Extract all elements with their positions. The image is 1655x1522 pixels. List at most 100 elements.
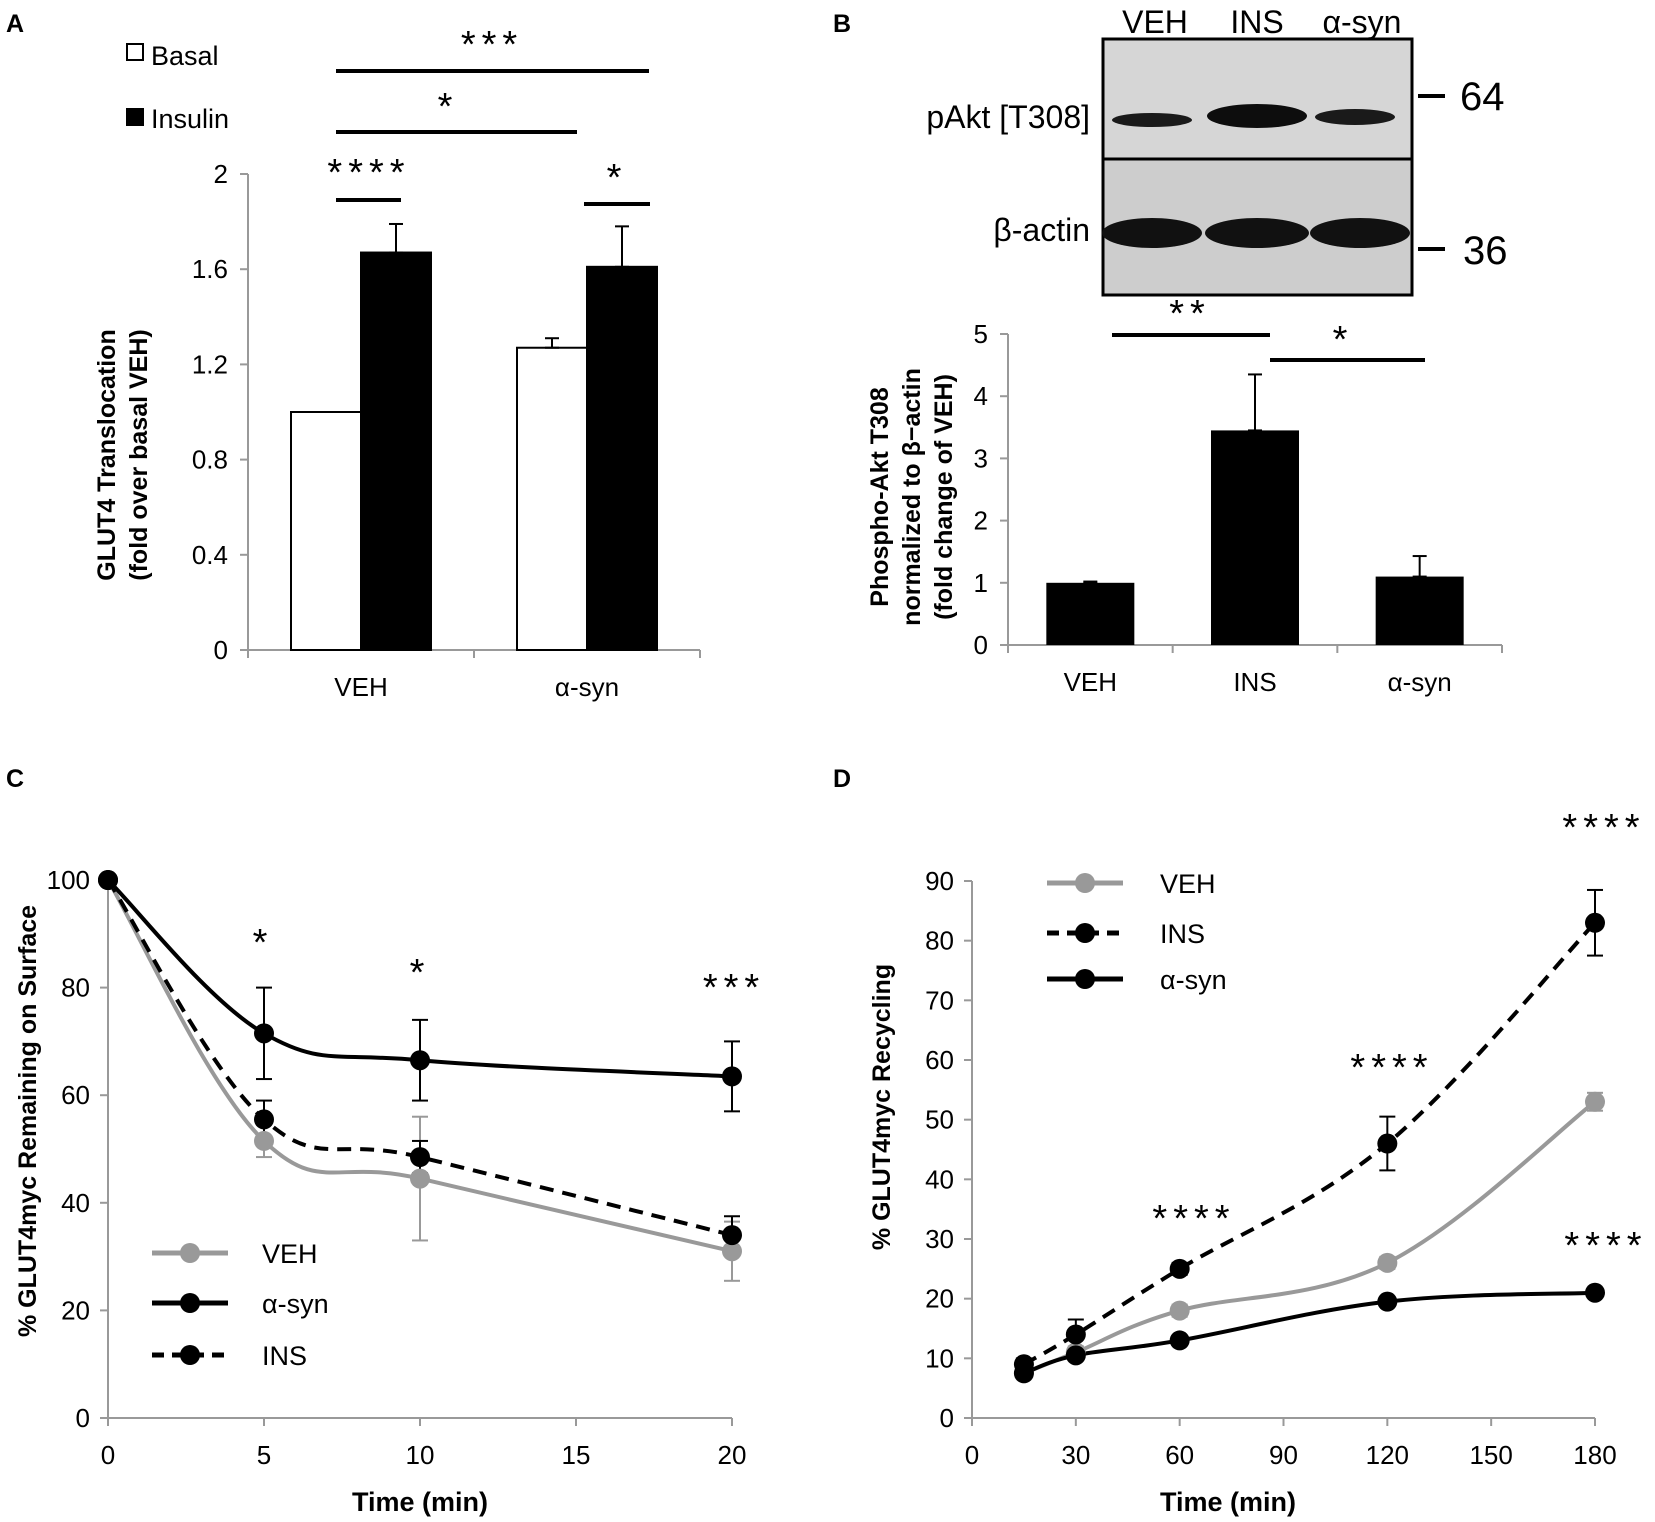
panel-b-plot: 0 1 2 3 4 5 VEH INS α-syn — [974, 319, 1503, 697]
y-tick-label: 1 — [974, 568, 988, 598]
y-tick-label: 0 — [214, 635, 228, 665]
panel-a: A Basal Insulin *** * **** * GLUT4 Trans… — [6, 10, 701, 702]
legend-marker-ins — [180, 1345, 200, 1365]
x-tick-label-a-syn: α-syn — [555, 672, 619, 702]
point-a-syn-5 — [254, 1023, 274, 1044]
panel-c-legend: VEH α-syn INS — [152, 1239, 329, 1371]
mw-marker-64: 64 — [1460, 75, 1505, 119]
panel-a-plot: 0 0.4 0.8 1.2 1.6 2 VEH α-syn — [192, 159, 701, 702]
panel-b-letter: B — [833, 10, 851, 38]
blot-band-pakt-asyn — [1315, 109, 1395, 125]
legend-label-basal: Basal — [151, 41, 219, 71]
panel-d-letter: D — [833, 765, 851, 793]
x-tick-label: 60 — [1165, 1440, 1194, 1470]
x-tick-label-veh: VEH — [334, 672, 387, 702]
blot-band-actin-ins — [1205, 218, 1309, 248]
y-tick-label: 20 — [61, 1295, 90, 1325]
panel-b-ylabel-line3: (fold change of VEH) — [930, 374, 958, 620]
point-ins-20 — [722, 1225, 742, 1246]
significance-annotation-2: * — [410, 952, 431, 994]
series-line-ins — [106, 878, 733, 1238]
point-ins-30 — [1065, 1324, 1086, 1345]
significance-annotation-1: * — [253, 922, 274, 964]
y-tick-label: 2 — [974, 506, 988, 536]
bar-basal-a-syn — [516, 346, 588, 651]
point-a-syn-120 — [1377, 1291, 1398, 1312]
legend-swatch-insulin — [126, 108, 144, 126]
point-a-syn-60 — [1169, 1330, 1190, 1351]
y-tick-label: 40 — [61, 1188, 90, 1218]
bar-veh — [1046, 582, 1135, 645]
point-veh-180 — [1585, 1091, 1605, 1112]
x-tick-label-veh: VEH — [1064, 667, 1117, 697]
panel-c-xlabel: Time (min) — [352, 1487, 488, 1517]
blot-row-label-pakt: pAkt [T308] — [926, 99, 1090, 135]
y-tick-label: 50 — [925, 1105, 954, 1135]
point-ins-0 — [98, 870, 118, 890]
y-tick-label: 3 — [974, 443, 988, 473]
sig-label-asyn: * — [607, 157, 628, 199]
y-tick-label: 60 — [925, 1045, 954, 1075]
panel-d-plot: 0 10 20 30 40 50 60 70 80 90 0 30 60 90 120 150 180 **** *… — [925, 807, 1647, 1470]
legend-swatch-basal — [126, 43, 144, 61]
y-tick-label: 0.4 — [192, 540, 228, 570]
panel-d-legend: VEH INS α-syn — [1047, 869, 1227, 995]
point-ins-60 — [1169, 1258, 1190, 1279]
series-line-a-syn — [106, 878, 733, 1079]
blot-band-pakt-veh — [1112, 113, 1192, 127]
legend-label-ins: INS — [262, 1341, 307, 1371]
legend-label-ins: INS — [1160, 919, 1205, 949]
significance-annotation-1: **** — [1152, 1198, 1235, 1240]
y-tick-label: 4 — [974, 381, 988, 411]
point-ins-5 — [254, 1109, 274, 1130]
panel-a-legend: Basal Insulin — [126, 41, 229, 134]
x-tick-label: 20 — [718, 1440, 747, 1470]
panel-b-ylabel-line1: Phospho-Akt T308 — [866, 387, 894, 607]
series-line-a-syn — [1023, 1290, 1596, 1376]
panel-a-ylabel-line1: GLUT4 Translocation — [93, 329, 121, 580]
significance-annotation-4: **** — [1564, 1225, 1647, 1267]
point-ins-180 — [1585, 912, 1605, 933]
point-veh-20 — [722, 1241, 742, 1262]
panel-d: D % GLUT4myc Recycling Time (min) 0 10 20 3… — [833, 765, 1647, 1517]
point-veh-60 — [1169, 1300, 1190, 1321]
x-tick-label: 0 — [101, 1440, 115, 1470]
panel-c-letter: C — [6, 765, 24, 793]
x-tick-label: 10 — [406, 1440, 435, 1470]
point-veh-5 — [254, 1130, 274, 1151]
x-tick-label-a-syn: α-syn — [1388, 667, 1452, 697]
y-tick-label: 1.2 — [192, 349, 228, 379]
y-tick-label: 80 — [61, 973, 90, 1003]
significance-annotation-3: *** — [703, 967, 765, 1009]
y-tick-label: 1.6 — [192, 254, 228, 284]
point-ins-10 — [410, 1147, 430, 1168]
significance-annotation-3: **** — [1562, 807, 1645, 849]
y-tick-label: 60 — [61, 1080, 90, 1110]
series-line-veh — [106, 878, 733, 1254]
series-line-ins — [1022, 921, 1597, 1367]
y-tick-label: 20 — [925, 1284, 954, 1314]
panel-d-xlabel: Time (min) — [1160, 1487, 1296, 1517]
bar-insulin-veh — [360, 251, 432, 651]
point-a-syn-20 — [722, 1066, 742, 1087]
panel-a-letter: A — [6, 10, 24, 38]
x-tick-label: 90 — [1269, 1440, 1298, 1470]
mw-marker-36: 36 — [1463, 229, 1508, 273]
y-tick-label: 90 — [925, 866, 954, 896]
x-tick-label: 120 — [1366, 1440, 1409, 1470]
blot-panel-pakt — [1101, 37, 1414, 161]
series-line-veh — [1023, 1100, 1597, 1376]
blot-row-label-actin: β-actin — [993, 212, 1090, 248]
point-ins-120 — [1377, 1133, 1398, 1154]
panel-b: B VEH INS α-syn pAkt [T308] β-actin 64 3… — [833, 4, 1508, 697]
blot-band-actin-veh — [1102, 218, 1202, 248]
legend-marker-asyn — [180, 1293, 200, 1313]
legend-label-asyn: α-syn — [262, 1289, 329, 1319]
panel-a-ylabel-line2: (fold over basal VEH) — [125, 329, 153, 580]
y-tick-label: 0 — [974, 630, 988, 660]
y-tick-label: 80 — [925, 926, 954, 956]
panel-b-ylabel-line2: normalized to β−actin — [898, 368, 926, 626]
sig-label-ins-vs-asyn: * — [1333, 319, 1354, 361]
y-tick-label: 5 — [974, 319, 988, 349]
